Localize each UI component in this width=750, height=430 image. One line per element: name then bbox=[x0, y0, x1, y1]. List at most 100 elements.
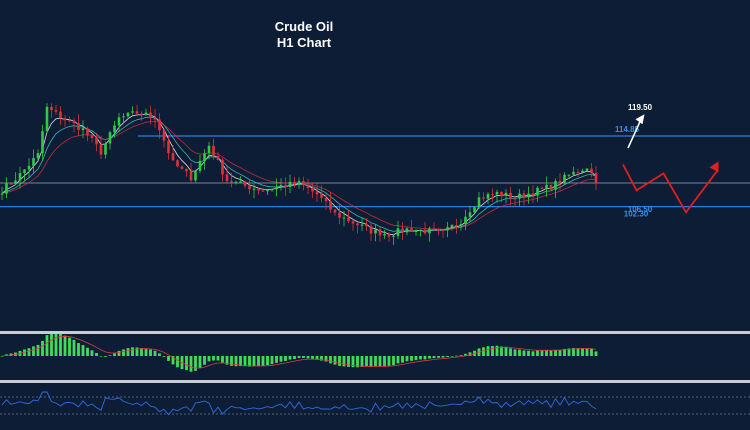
candle-up bbox=[450, 225, 454, 228]
candle-down bbox=[423, 229, 427, 234]
candle-down bbox=[315, 191, 319, 195]
ma-fast-line bbox=[1, 113, 597, 236]
histogram-bar bbox=[392, 356, 395, 366]
candle-up bbox=[239, 181, 242, 183]
candle-down bbox=[9, 183, 13, 185]
candle-up bbox=[288, 181, 292, 187]
candle-down bbox=[99, 144, 103, 155]
histogram-bar bbox=[338, 356, 341, 366]
histogram-bar bbox=[567, 348, 571, 356]
candle-up bbox=[207, 145, 211, 154]
candle-down bbox=[387, 234, 391, 237]
candle-up bbox=[23, 169, 26, 173]
candle-up bbox=[270, 189, 274, 191]
histogram-bar bbox=[324, 356, 328, 362]
candle-up bbox=[495, 191, 499, 195]
pivot-label: 106.50 bbox=[628, 205, 653, 214]
histogram-bar bbox=[257, 356, 260, 367]
histogram-bar bbox=[225, 356, 229, 365]
histogram-bar bbox=[266, 356, 269, 365]
candle-up bbox=[446, 227, 449, 231]
histogram-bar bbox=[104, 356, 107, 357]
candle-up bbox=[104, 143, 107, 155]
histogram-bar bbox=[482, 347, 485, 356]
candle-down bbox=[50, 106, 53, 110]
candle-down bbox=[171, 153, 175, 161]
candle-down bbox=[432, 228, 436, 230]
histogram-bar bbox=[414, 356, 418, 361]
support-label: 102.30 bbox=[624, 210, 649, 219]
candle-down bbox=[302, 181, 305, 186]
histogram-bar bbox=[378, 356, 382, 367]
histogram-panel bbox=[0, 332, 598, 372]
histogram-bar bbox=[122, 349, 125, 356]
histogram-bar bbox=[198, 356, 202, 369]
histogram-bar bbox=[423, 356, 427, 360]
histogram-bar bbox=[108, 355, 112, 356]
histogram-bar bbox=[261, 356, 265, 366]
histogram-bar bbox=[252, 356, 256, 367]
candle-down bbox=[378, 229, 382, 236]
histogram-bar bbox=[594, 351, 598, 356]
candle-up bbox=[266, 189, 269, 192]
candle-down bbox=[324, 197, 328, 202]
candle-up bbox=[477, 197, 481, 208]
histogram-bar bbox=[360, 356, 364, 367]
histogram-bar bbox=[437, 356, 440, 358]
candle-down bbox=[293, 181, 296, 185]
candle-down bbox=[185, 168, 188, 172]
candle-down bbox=[90, 135, 94, 138]
candle-up bbox=[545, 184, 548, 189]
histogram-bar bbox=[171, 356, 175, 365]
projection-arrow-head bbox=[709, 161, 719, 173]
histogram-bar bbox=[113, 353, 116, 356]
signal-line bbox=[1, 335, 597, 369]
candle-up bbox=[468, 212, 472, 217]
histogram-bar bbox=[221, 356, 224, 363]
histogram-bar bbox=[306, 356, 310, 359]
candle-down bbox=[455, 225, 458, 227]
histogram-bar bbox=[558, 349, 562, 356]
candle-up bbox=[360, 224, 364, 226]
candle-down bbox=[306, 185, 310, 188]
candle-down bbox=[320, 194, 323, 198]
histogram-bar bbox=[207, 356, 211, 362]
histogram-bar bbox=[522, 350, 526, 356]
candle-up bbox=[81, 128, 85, 130]
candle-up bbox=[203, 153, 206, 161]
histogram-bar bbox=[549, 350, 553, 356]
histogram-bar bbox=[387, 356, 391, 366]
histogram-bar bbox=[293, 356, 296, 359]
candle-down bbox=[531, 193, 535, 196]
histogram-bar bbox=[441, 356, 445, 358]
histogram-bar bbox=[509, 348, 512, 356]
candle-up bbox=[45, 106, 49, 132]
histogram-bar bbox=[545, 350, 548, 356]
candle-up bbox=[504, 192, 508, 196]
candle-down bbox=[594, 173, 598, 184]
target-arrow-line bbox=[627, 117, 643, 149]
candle-down bbox=[338, 212, 341, 218]
histogram-bar bbox=[216, 356, 220, 361]
histogram-bar bbox=[270, 356, 274, 365]
histogram-bar bbox=[212, 356, 215, 361]
histogram-bar bbox=[450, 356, 454, 357]
candle-up bbox=[383, 234, 386, 236]
candle-down bbox=[72, 120, 76, 124]
histogram-bar bbox=[410, 356, 413, 361]
histogram-bar bbox=[536, 350, 539, 356]
resistance-label: 114.85 bbox=[615, 125, 640, 134]
histogram-bar bbox=[176, 356, 179, 368]
candle-up bbox=[486, 194, 490, 199]
histogram-bar bbox=[234, 356, 238, 367]
candle-up bbox=[342, 217, 346, 219]
histogram-bar bbox=[59, 333, 62, 356]
histogram-bar bbox=[95, 353, 98, 356]
candle-down bbox=[347, 217, 350, 222]
histogram-bar bbox=[194, 356, 197, 371]
candle-up bbox=[428, 228, 431, 234]
candle-up bbox=[108, 132, 112, 144]
candle-up bbox=[459, 224, 463, 226]
